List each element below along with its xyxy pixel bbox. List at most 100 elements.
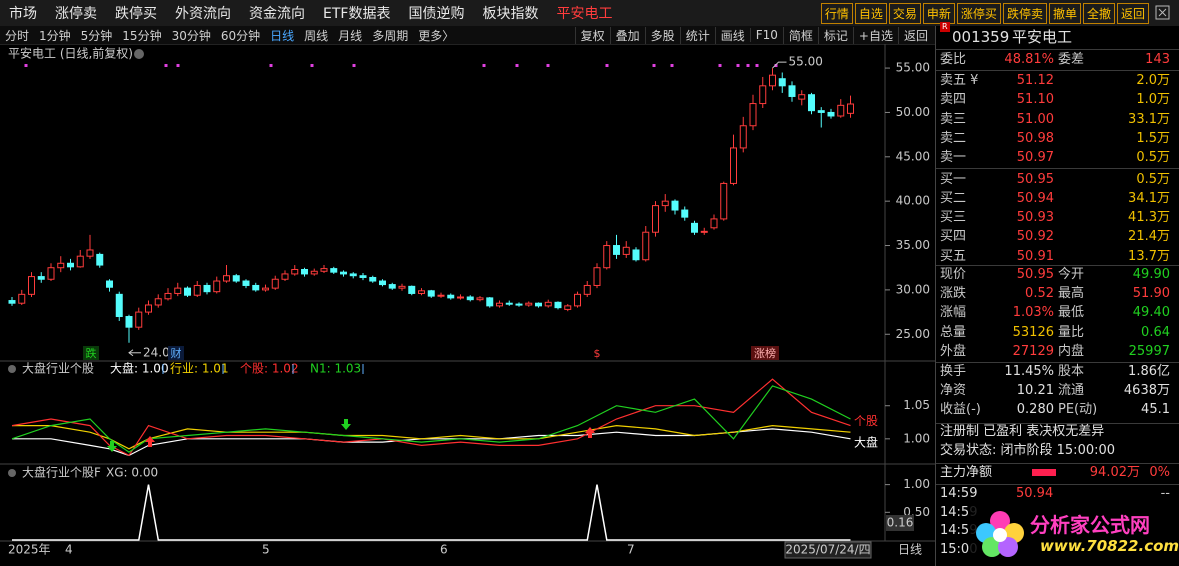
period-tab[interactable]: 1分钟 xyxy=(39,28,71,43)
tick-row: 14:59 xyxy=(936,504,1179,522)
y-tick-label: 55.00 xyxy=(896,61,930,75)
tick-price: 50.94 xyxy=(1016,486,1054,501)
candle-body xyxy=(379,280,386,286)
period-tab[interactable]: 15分钟 xyxy=(122,28,162,43)
y-tick-label: 40.00 xyxy=(896,194,930,208)
signal-dot xyxy=(736,64,740,67)
candle-body xyxy=(340,271,347,275)
order-price: 50.95 xyxy=(1016,171,1054,187)
stat-value: 51.90 xyxy=(1132,286,1170,302)
tool-button[interactable]: 标记 xyxy=(817,26,853,44)
stat-value: 49.40 xyxy=(1132,305,1170,321)
tool-button[interactable]: 返回 xyxy=(897,26,933,44)
period-tab[interactable]: 日线 xyxy=(270,28,295,43)
candle-body xyxy=(57,262,65,269)
candle-body xyxy=(700,230,708,233)
order-price: 51.10 xyxy=(1016,92,1054,108)
order-price: 51.00 xyxy=(1016,111,1054,127)
order-row: 卖二 50.98 1.5万 xyxy=(936,130,1179,148)
tool-button[interactable]: F10 xyxy=(749,28,783,42)
period-tab[interactable]: 多周期 xyxy=(372,28,409,43)
candle-body xyxy=(184,287,191,296)
signal-dot xyxy=(718,64,722,67)
order-volume: 0.5万 xyxy=(1136,171,1170,187)
candle-body xyxy=(661,200,669,207)
stat-row: 涨幅 1.03% 最低 49.40 xyxy=(936,304,1179,322)
menu-item[interactable]: 资金流向 xyxy=(249,6,305,22)
candle-body xyxy=(67,262,74,268)
menu-stock[interactable]: 平安电工 xyxy=(556,6,613,22)
candle-body xyxy=(837,104,845,117)
stat-label: 内盘 xyxy=(1058,343,1085,359)
toolbar-button[interactable]: 涨停买 xyxy=(956,3,1001,24)
candle-body xyxy=(145,304,152,313)
indicator-header: 行业: 1.01 xyxy=(170,362,229,376)
cursor-box xyxy=(886,515,914,531)
fund-row: 主力净额 94.02万 0% xyxy=(936,464,1179,482)
stat-row: 涨跌 0.52 最高 51.90 xyxy=(936,285,1179,303)
toolbar-button[interactable]: 全撤 xyxy=(1082,3,1115,24)
candle-body xyxy=(642,231,650,261)
stat-value: 11.45% xyxy=(1004,364,1054,379)
xg-line xyxy=(12,484,851,541)
menu-item[interactable]: 国债逆购 xyxy=(408,6,465,22)
period-tab[interactable]: 月线 xyxy=(338,28,363,43)
signal-dot xyxy=(652,64,656,67)
menu-item[interactable]: 市场 xyxy=(9,6,37,22)
candle-body xyxy=(603,245,611,269)
tool-button[interactable]: 简框 xyxy=(782,26,818,44)
tool-button[interactable]: 画线 xyxy=(714,26,750,44)
toolbar-button[interactable]: 行情 xyxy=(820,3,853,24)
order-label: 买三 xyxy=(940,210,967,226)
period-tab[interactable]: 5分钟 xyxy=(80,28,113,43)
toolbar-button[interactable]: 返回 xyxy=(1116,3,1149,24)
stat-label: 量比 xyxy=(1058,324,1085,340)
toolbar-button[interactable]: 跌停卖 xyxy=(1002,3,1047,24)
divider xyxy=(936,49,1179,50)
divider xyxy=(936,484,1179,485)
menu-item[interactable]: 跌停买 xyxy=(115,6,157,22)
stat-label: 涨幅 xyxy=(940,305,967,321)
candle-body xyxy=(96,253,104,266)
tool-button[interactable]: +自选 xyxy=(852,26,898,44)
signal-tag: 跌 xyxy=(86,346,97,360)
period-tab[interactable]: 60分钟 xyxy=(220,28,261,43)
line-end-label: 个股 xyxy=(854,414,878,428)
menu-item[interactable]: 板块指数 xyxy=(482,6,539,22)
chart-area: 平安电工 (日线,前复权) 55.00 50.00 45.00 40.00 35.00 30… xyxy=(0,43,935,559)
tool-button[interactable]: 叠加 xyxy=(609,26,645,44)
stat-label: 总量 xyxy=(940,324,967,340)
candle-body xyxy=(535,302,542,307)
order-row: 卖一 50.97 0.5万 xyxy=(936,149,1179,167)
line-end-label: 大盘 xyxy=(854,434,878,449)
tool-button[interactable]: 多股 xyxy=(644,26,680,44)
order-label: 卖四 xyxy=(940,92,967,108)
tool-button[interactable]: 统计 xyxy=(679,26,715,44)
menu-item[interactable]: 涨停卖 xyxy=(55,6,97,22)
indicator-line xyxy=(11,385,851,453)
order-row: 买四 50.92 21.4万 xyxy=(936,228,1179,246)
period-tab[interactable]: 30分钟 xyxy=(171,28,211,43)
menu-item[interactable]: 外资流向 xyxy=(175,6,231,22)
period-tab[interactable]: 周线 xyxy=(304,28,329,43)
stat-label: 股本 xyxy=(1058,364,1085,379)
period-tab[interactable]: 分时 xyxy=(5,28,30,43)
order-volume: 41.3万 xyxy=(1128,210,1170,226)
toolbar-button[interactable]: 申新 xyxy=(922,3,955,24)
toolbar-button[interactable]: 交易 xyxy=(888,3,921,24)
window-control[interactable] xyxy=(1153,3,1173,23)
menu-item[interactable]: ETF数据表 xyxy=(323,6,391,22)
tool-button[interactable]: 复权 xyxy=(574,26,610,44)
candle-body xyxy=(525,302,533,306)
order-price: 50.93 xyxy=(1016,210,1054,226)
period-label: 日线 xyxy=(898,543,922,557)
candle-body xyxy=(613,245,620,255)
toolbar-button[interactable]: 自选 xyxy=(854,3,887,24)
toolbar-button[interactable]: 撤单 xyxy=(1048,3,1081,24)
period-tab[interactable]: 更多〉 xyxy=(418,28,455,43)
candle-body xyxy=(232,275,240,282)
tag-row: 注册制 已盈利 表决权无差异 xyxy=(936,423,1179,441)
value: 143 xyxy=(1145,52,1170,67)
order-volume: 1.0万 xyxy=(1136,92,1170,108)
xg-title: 大盘行业个股F xyxy=(22,465,101,480)
